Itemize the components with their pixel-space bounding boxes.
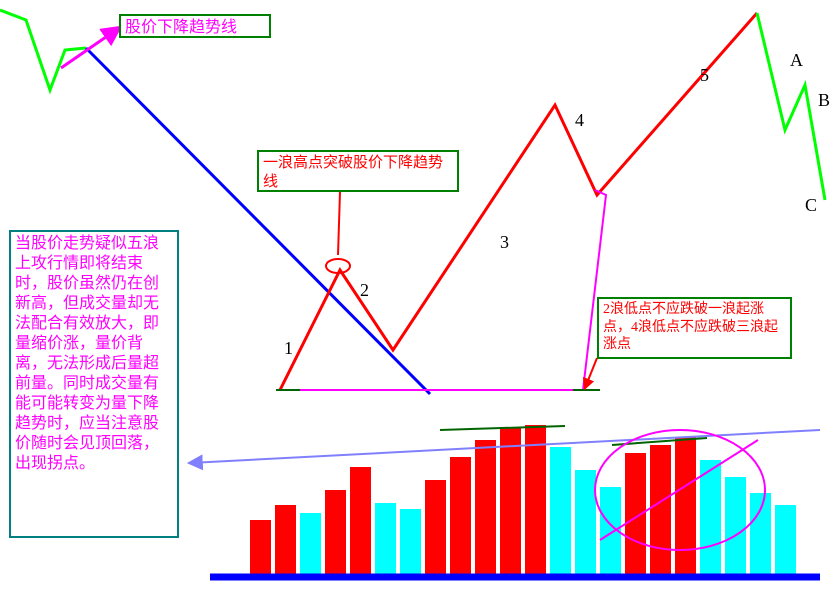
- volume-bar-8: [450, 457, 471, 575]
- wave-label-4: 4: [575, 110, 584, 131]
- volume-bar-20: [750, 493, 771, 575]
- volume-bar-7: [425, 480, 446, 575]
- volume-bar-13: [575, 470, 596, 575]
- volume-bar-16: [650, 445, 671, 575]
- top-annotation-arrow: [61, 28, 119, 68]
- volume-bar-3: [325, 490, 346, 575]
- wave-label-B: B: [818, 90, 830, 111]
- wave1-pointer-line: [338, 192, 340, 255]
- corrective-wave-line: [757, 13, 825, 200]
- volume-bar-19: [725, 477, 746, 575]
- volume-bar-10: [500, 427, 521, 575]
- volume-bar-2: [300, 513, 321, 575]
- volume-bar-9: [475, 440, 496, 575]
- wave-label-5: 5: [700, 65, 709, 86]
- price-line-intro-green: [0, 10, 86, 90]
- annotation-box-commentary: 当股价走势疑似五浪上攻行情即将结束时，股价虽然仍在创新高，但成交量却无法配合有效…: [9, 230, 179, 538]
- volume-bars: [250, 425, 796, 575]
- volume-bar-17: [675, 437, 696, 575]
- volume-bar-0: [250, 520, 271, 575]
- wave-label-C: C: [805, 195, 817, 216]
- volume-bar-12: [550, 447, 571, 575]
- volume-bar-5: [375, 503, 396, 575]
- wave-label-1: 1: [284, 338, 293, 359]
- wave-label-A: A: [790, 50, 803, 71]
- volume-bar-1: [275, 505, 296, 575]
- wave-label-2: 2: [360, 280, 369, 301]
- volume-bar-6: [400, 509, 421, 575]
- annotation-box-trendline: 股价下降趋势线: [119, 14, 271, 38]
- annotation-box-wave2: 2浪低点不应跌破一浪起涨点，4浪低点不应跌破三浪起涨点: [597, 297, 792, 359]
- volume-bar-21: [775, 505, 796, 575]
- volume-bar-18: [700, 460, 721, 575]
- wave-label-3: 3: [500, 232, 509, 253]
- annotation-box-wave1: 一浪高点突破股价下降趋势线: [257, 150, 459, 192]
- volume-bar-11: [525, 425, 546, 575]
- volume-bar-4: [350, 467, 371, 575]
